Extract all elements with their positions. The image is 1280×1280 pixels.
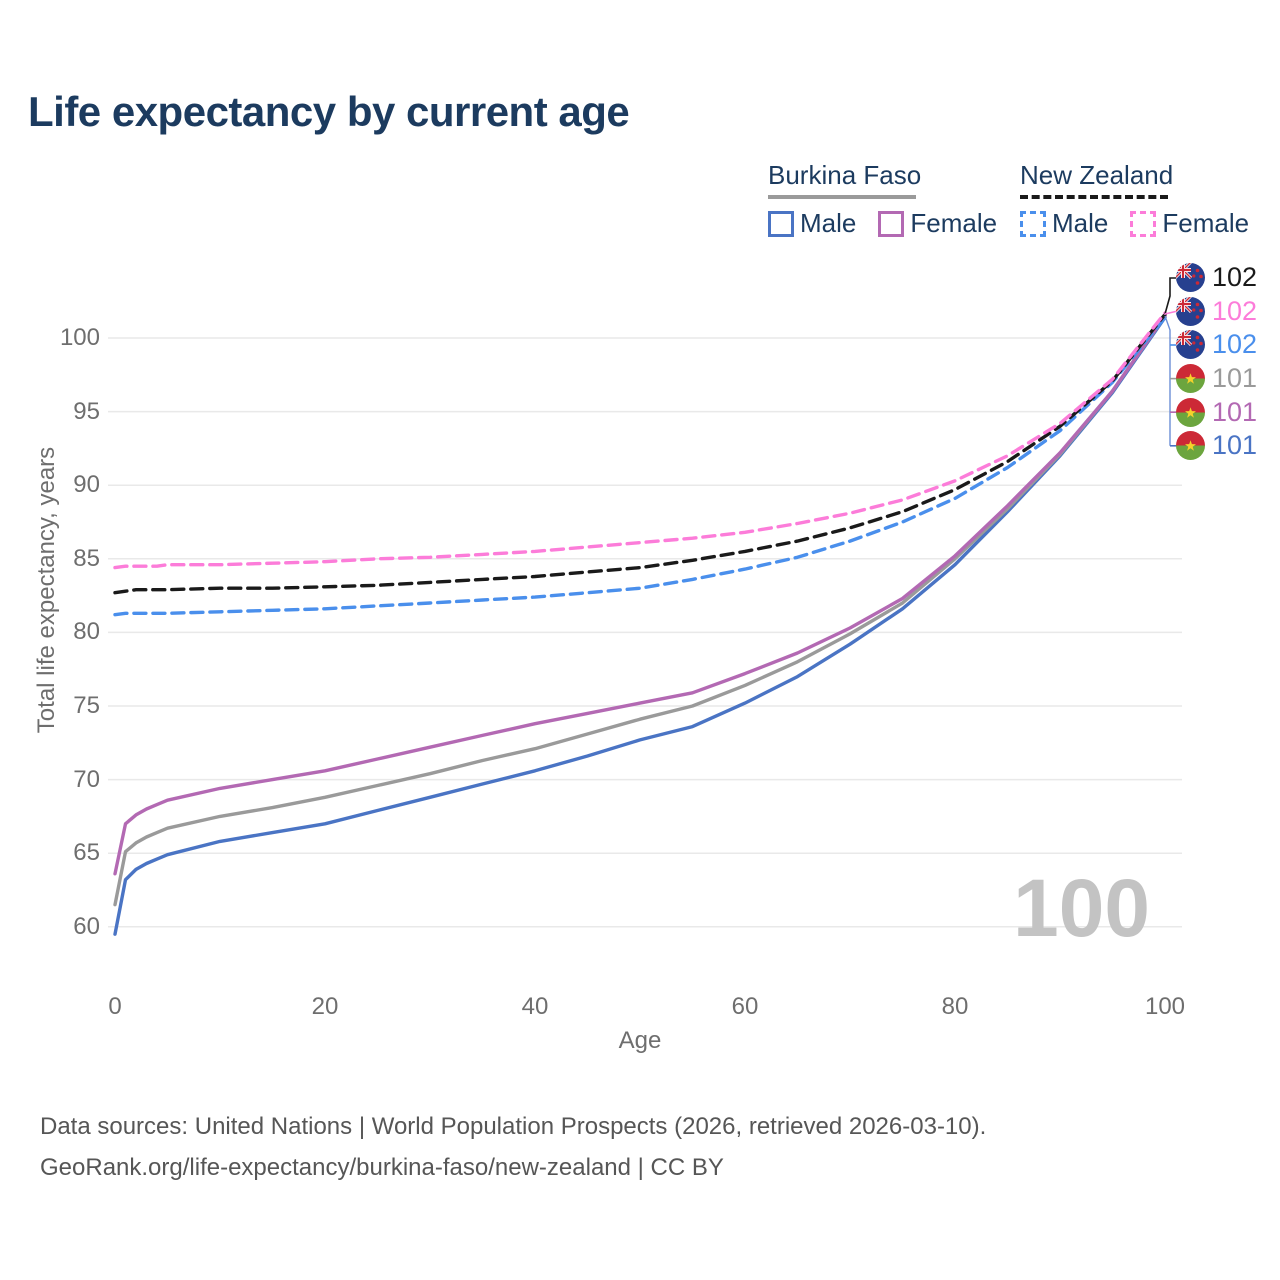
end-label-new-zealand-total: 102 — [1176, 261, 1257, 295]
legend-swatch-icon — [1130, 210, 1157, 237]
y-tick-label: 85 — [73, 544, 100, 572]
legend-swatch-icon — [1020, 210, 1046, 237]
end-label-value: 101 — [1212, 363, 1258, 394]
new-zealand-flag-icon — [1176, 296, 1205, 326]
burkina-faso-flag-icon — [1176, 364, 1205, 394]
legend-item-label: Female — [1162, 208, 1250, 238]
legend-item-burkina-faso-female: Female — [878, 208, 997, 239]
legend-items: Male Female — [768, 208, 997, 239]
x-tick-label: 0 — [108, 993, 122, 1020]
burkina-faso-flag-icon — [1176, 397, 1205, 427]
legend-item-new-zealand-female: Female — [1130, 208, 1249, 239]
x-tick-label: 40 — [521, 993, 549, 1020]
y-tick-label: 90 — [73, 471, 100, 499]
burkina-faso-flag-icon — [1176, 431, 1205, 461]
end-label-value: 101 — [1212, 396, 1258, 427]
end-label-burkina-faso-male: 101 — [1176, 429, 1257, 463]
legend-group-burkina-faso: Burkina Faso Male Female — [768, 160, 997, 239]
chart-title: Life expectancy by current age — [28, 88, 630, 135]
series-line-new-zealand-female — [113, 311, 1167, 570]
end-label-connector — [1164, 310, 1177, 315]
y-tick-label: 80 — [73, 618, 100, 646]
y-tick-label: 70 — [73, 765, 100, 793]
new-zealand-flag-icon — [1176, 263, 1205, 293]
end-label-value: 102 — [1212, 329, 1258, 360]
legend-country-label: Burkina Faso — [768, 160, 922, 190]
legend-item-burkina-faso-male: Male — [768, 208, 856, 239]
end-label-value: 101 — [1212, 430, 1258, 461]
x-tick-label: 60 — [731, 993, 759, 1020]
end-label-value: 102 — [1212, 262, 1258, 293]
legend-item-new-zealand-male: Male — [1020, 208, 1108, 239]
series-line-new-zealand-total — [113, 312, 1167, 595]
series-end-labels: 102 102 102 101 101 101 — [1176, 261, 1257, 463]
legend-item-label: Male — [800, 208, 857, 238]
footer-data-sources: Data sources: United Nations | World Pop… — [40, 1113, 987, 1140]
age-watermark: 100 — [1013, 863, 1150, 954]
y-tick-label: 100 — [59, 324, 100, 351]
y-tick-label: 95 — [73, 397, 100, 425]
series-line-burkina-faso-total — [113, 314, 1167, 907]
x-tick-label: 20 — [311, 993, 339, 1020]
x-tick-label: 100 — [1144, 993, 1186, 1020]
legend-item-label: Male — [1052, 208, 1109, 238]
y-axis-title: Total life expectancy, years — [33, 446, 60, 734]
y-tick-label: 60 — [73, 912, 100, 940]
end-label-connector — [1164, 315, 1171, 446]
series-line-burkina-faso-male — [113, 315, 1167, 936]
series-line-burkina-faso-female — [113, 314, 1167, 876]
y-tick-label: 65 — [73, 839, 100, 867]
legend-country-label: New Zealand — [1020, 160, 1174, 190]
legend-underline-solid — [768, 195, 916, 199]
footer-attribution: GeoRank.org/life-expectancy/burkina-faso… — [40, 1154, 724, 1181]
x-tick-label: 80 — [941, 993, 969, 1020]
new-zealand-flag-icon — [1176, 330, 1205, 360]
legend-group-new-zealand: New Zealand Male Female — [1020, 160, 1249, 239]
series-line-new-zealand-male — [113, 315, 1167, 617]
end-label-burkina-faso-total: 101 — [1176, 362, 1257, 396]
legend-underline-dashed — [1020, 195, 1168, 199]
end-label-value: 102 — [1212, 295, 1258, 326]
legend-swatch-icon — [768, 210, 794, 237]
end-label-burkina-faso-female: 101 — [1176, 395, 1257, 429]
end-label-new-zealand-female: 102 — [1176, 295, 1257, 329]
legend-swatch-icon — [878, 210, 905, 237]
y-tick-label: 75 — [73, 692, 100, 719]
end-label-connector — [1164, 277, 1176, 315]
end-label-new-zealand-male: 102 — [1176, 328, 1257, 362]
footer: Data sources: United Nations | World Pop… — [40, 1106, 986, 1188]
legend-items: Male Female — [1020, 208, 1249, 239]
legend-item-label: Female — [910, 208, 998, 238]
x-axis-title: Age — [618, 1027, 662, 1054]
